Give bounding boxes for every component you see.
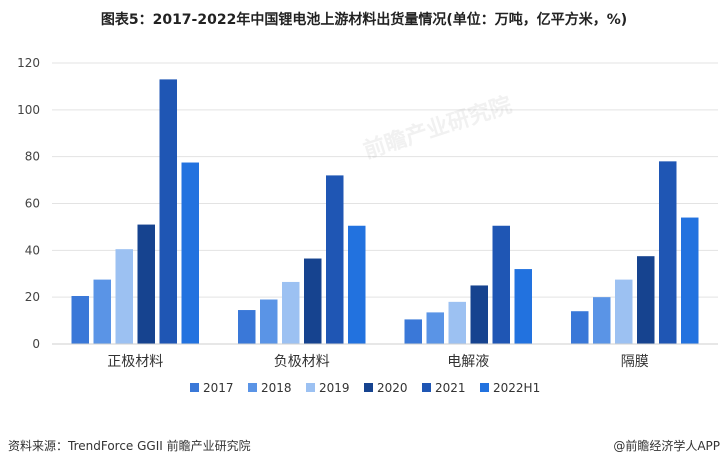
legend-swatch <box>364 383 373 392</box>
bar <box>637 256 655 344</box>
legend-label: 2022H1 <box>493 381 540 395</box>
bar <box>448 301 466 344</box>
bar <box>593 297 611 344</box>
y-tick-label: 80 <box>25 150 40 164</box>
legend-label: 2021 <box>435 381 466 395</box>
legend-label: 2019 <box>319 381 350 395</box>
legend-label: 2017 <box>203 381 234 395</box>
y-tick-label: 100 <box>17 103 40 117</box>
bar <box>514 269 532 344</box>
bar <box>681 217 699 344</box>
bar <box>659 161 677 344</box>
bar <box>93 279 111 344</box>
brand-label: @前瞻经济学人APP <box>613 439 720 453</box>
bar <box>348 225 366 344</box>
bar <box>571 311 589 344</box>
legend-swatch <box>248 383 257 392</box>
bar <box>159 79 177 345</box>
bar <box>115 249 133 344</box>
x-tick-label: 正极材料 <box>107 354 163 370</box>
bar-chart: 0 20 40 60 80 100 120 正极材料 负极材料 电解液 隔膜 2017 2018 2019… <box>17 56 718 395</box>
source-note: 资料来源：TrendForce GGII 前瞻产业研究院 <box>8 439 251 453</box>
legend-label: 2020 <box>377 381 408 395</box>
bar <box>426 312 444 344</box>
y-tick-label: 120 <box>17 56 40 70</box>
y-tick-label: 40 <box>25 243 40 257</box>
bar <box>326 175 344 344</box>
x-tick-label: 隔膜 <box>621 354 649 370</box>
bar <box>71 295 89 344</box>
y-tick-label: 0 <box>32 337 40 351</box>
bar <box>238 310 256 344</box>
chart-title: 图表5：2017-2022年中国锂电池上游材料出货量情况(单位：万吨，亿平方米，… <box>100 12 628 28</box>
legend-swatch <box>190 383 199 392</box>
legend-swatch <box>306 383 315 392</box>
bar <box>260 299 278 344</box>
bar <box>181 162 199 344</box>
legend-swatch <box>480 383 489 392</box>
x-tick-label: 负极材料 <box>274 354 330 370</box>
x-tick-label: 电解液 <box>447 354 489 370</box>
y-tick-label: 20 <box>25 290 40 304</box>
bar <box>282 281 300 344</box>
legend-swatch <box>422 383 431 392</box>
bar <box>470 285 488 344</box>
bar <box>492 225 510 344</box>
y-tick-label: 60 <box>25 197 40 211</box>
legend-label: 2018 <box>261 381 292 395</box>
bar <box>304 258 322 344</box>
bar <box>404 319 422 344</box>
bar <box>137 224 155 344</box>
bar <box>615 279 633 344</box>
